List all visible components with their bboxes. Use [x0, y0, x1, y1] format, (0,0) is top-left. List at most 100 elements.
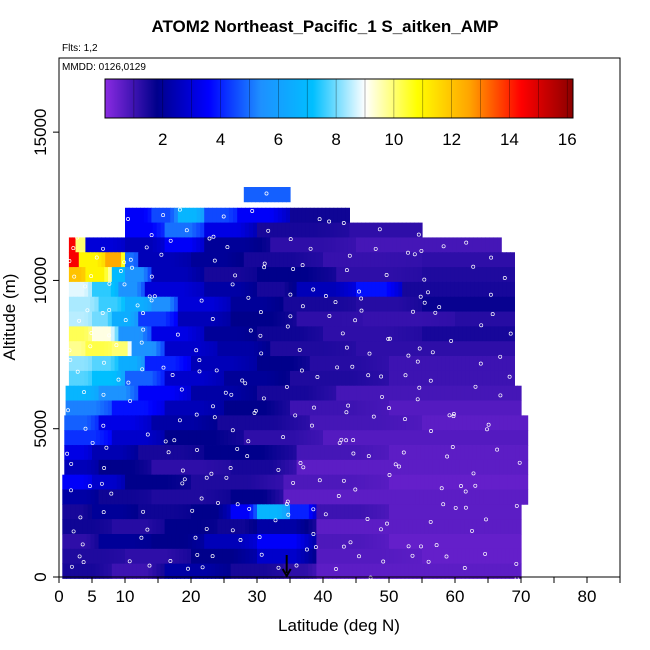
sample-point	[197, 369, 202, 374]
heatmap-cell	[284, 311, 290, 327]
heatmap-cell	[491, 474, 497, 490]
heatmap-cell	[212, 281, 217, 298]
heatmap-cell	[360, 534, 366, 550]
heatmap-cell	[214, 489, 220, 505]
heatmap-cell	[523, 489, 529, 505]
sample-point	[109, 491, 114, 496]
heatmap-cell	[208, 430, 213, 446]
heatmap-cell	[68, 267, 74, 283]
heatmap-cell	[452, 445, 457, 461]
heatmap-cell	[98, 534, 104, 550]
heatmap-cell	[140, 370, 146, 387]
heatmap-cell	[468, 385, 474, 401]
heatmap-cell	[380, 519, 386, 535]
heatmap-cell	[78, 489, 84, 505]
heatmap-cell	[128, 474, 134, 490]
heatmap-cell	[384, 459, 389, 476]
heatmap-cell	[468, 474, 473, 490]
heatmap-cell	[113, 237, 118, 253]
heatmap-cell	[433, 400, 438, 416]
sample-point	[366, 454, 371, 459]
heatmap-cell	[502, 370, 507, 387]
heatmap-cell	[220, 534, 226, 550]
heatmap-cell	[446, 326, 451, 342]
heatmap-cell	[323, 237, 328, 253]
heatmap-cell	[102, 459, 108, 476]
heatmap-cell	[126, 326, 132, 342]
heatmap-cell	[191, 474, 196, 490]
heatmap-cell	[221, 415, 227, 431]
heatmap-cell	[441, 534, 446, 550]
heatmap-cell	[253, 341, 259, 357]
heatmap-cell	[268, 548, 274, 565]
sample-point	[311, 507, 316, 512]
heatmap-cell	[150, 385, 156, 401]
sample-point	[339, 437, 344, 442]
heatmap-cell	[97, 548, 103, 565]
heatmap-cell	[451, 459, 457, 476]
heatmap-cell	[150, 504, 156, 520]
heatmap-cell	[269, 415, 275, 431]
heatmap-cell	[216, 222, 222, 238]
sample-point	[216, 500, 220, 505]
colorbar-tick-label: 12	[442, 130, 461, 149]
heatmap-cell	[220, 237, 226, 253]
sample-point	[308, 246, 313, 251]
heatmap-cell	[478, 326, 483, 342]
heatmap-cell	[352, 548, 358, 565]
sample-point	[149, 298, 154, 303]
heatmap-cell	[131, 459, 136, 476]
heatmap-cell	[344, 459, 349, 476]
heatmap-cell	[278, 237, 284, 253]
sample-point	[224, 475, 229, 480]
heatmap-cell	[79, 415, 84, 431]
heatmap-cell	[265, 504, 270, 520]
heatmap-cell	[158, 504, 164, 520]
sample-point	[417, 346, 422, 351]
heatmap-cell	[271, 563, 276, 579]
heatmap-cell	[144, 400, 149, 416]
heatmap-cell	[502, 252, 507, 268]
heatmap-cell	[334, 326, 340, 342]
heatmap-cell	[390, 311, 396, 327]
heatmap-cell	[353, 415, 359, 431]
heatmap-cell	[207, 474, 212, 490]
heatmap-cell	[287, 252, 292, 268]
heatmap-cell	[456, 563, 462, 579]
heatmap-cell	[464, 474, 469, 490]
heatmap-cell	[265, 356, 270, 372]
heatmap-cell	[441, 356, 447, 372]
heatmap-cell	[368, 563, 374, 579]
heatmap-cell	[237, 548, 243, 565]
heatmap-cell	[73, 296, 78, 312]
heatmap-cell	[236, 267, 242, 283]
heatmap-cell	[178, 415, 184, 431]
heatmap-cell	[172, 519, 178, 535]
heatmap-cell	[457, 504, 462, 520]
heatmap-cell	[361, 222, 367, 238]
heatmap-cell	[301, 370, 307, 387]
heatmap-cell	[98, 296, 103, 312]
heatmap-cell	[396, 474, 402, 490]
heatmap-cell	[88, 311, 93, 327]
sample-point	[288, 314, 293, 319]
heatmap-cell	[234, 296, 240, 312]
heatmap-cell	[344, 504, 350, 520]
heatmap-cell	[384, 237, 389, 253]
heatmap-cell	[167, 534, 173, 550]
heatmap-cell	[508, 519, 514, 535]
heatmap-cell	[266, 237, 271, 253]
sample-point	[464, 240, 469, 245]
heatmap-cell	[118, 385, 123, 401]
heatmap-cell	[132, 222, 138, 238]
heatmap-cell	[125, 252, 130, 268]
heatmap-cell	[405, 222, 411, 238]
heatmap-cell	[344, 563, 350, 579]
heatmap-cell	[132, 370, 138, 387]
heatmap-cell	[92, 281, 97, 298]
heatmap-cell	[498, 252, 503, 268]
heatmap-cell	[87, 459, 92, 476]
heatmap-cell	[430, 296, 435, 312]
heatmap-cell	[379, 296, 384, 312]
heatmap-cell	[240, 326, 246, 342]
